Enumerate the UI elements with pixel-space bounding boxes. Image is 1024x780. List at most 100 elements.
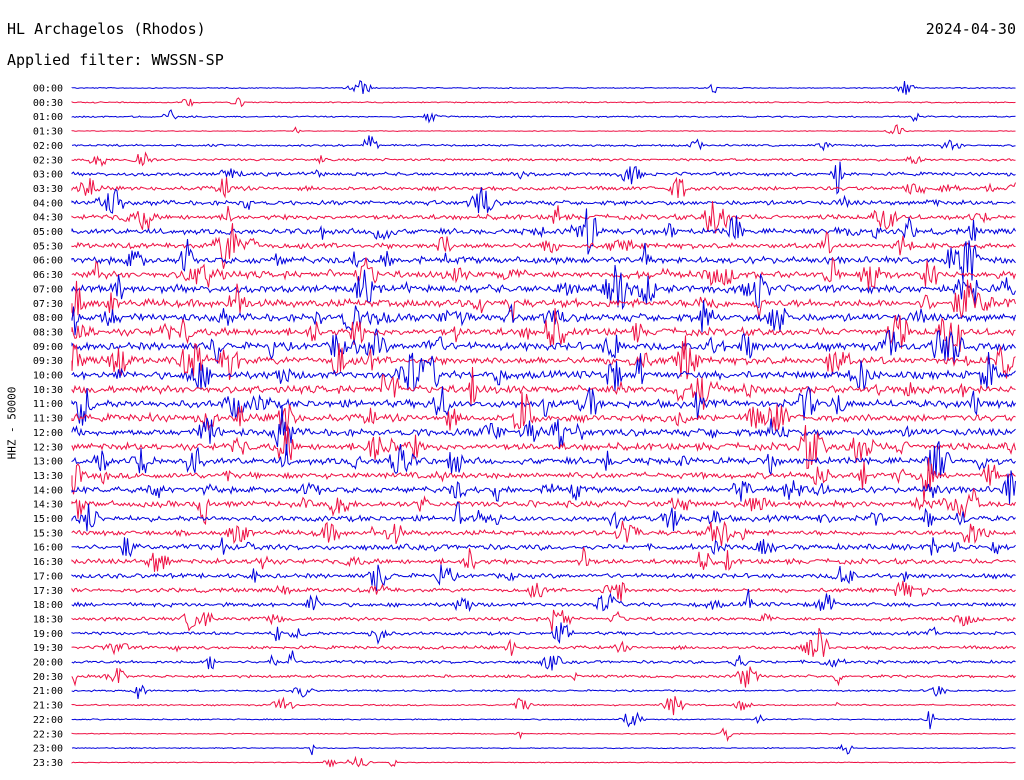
row-time-label: 14:30 [33,500,63,511]
seismic-trace [71,335,1016,381]
row-time-label: 15:00 [33,514,63,525]
row-time-label: 20:00 [33,658,63,669]
row-time-label: 02:00 [33,141,63,152]
row-time-label: 22:00 [33,715,63,726]
seismic-trace [71,520,1016,546]
seismic-trace [71,187,1016,214]
row-time-label: 01:30 [33,127,63,138]
row-time-label: 04:00 [33,198,63,209]
row-time-label: 01:00 [33,112,63,123]
row-time-label: 11:30 [33,414,63,425]
seismic-trace [71,425,1016,470]
seismic-trace [71,696,1016,716]
seismic-trace [71,151,1016,167]
seismic-trace [71,501,1016,532]
seismic-trace [71,386,1016,426]
seismic-trace [71,208,1016,255]
seismic-trace [71,547,1016,572]
row-time-label: 09:00 [33,342,63,353]
date-label: 2024-04-30 [925,20,1016,38]
seismic-trace [71,392,1016,432]
row-time-label: 02:30 [33,155,63,166]
row-time-label: 18:30 [33,614,63,625]
row-time-label: 08:00 [33,313,63,324]
seismic-trace [71,564,1016,592]
row-time-label: 08:30 [33,327,63,338]
seismic-trace [71,176,1016,199]
seismic-trace [71,487,1016,526]
seismic-trace [71,97,1016,108]
seismic-trace [71,727,1016,742]
row-time-label: 07:00 [33,284,63,295]
seismic-trace [71,441,1016,479]
row-time-label: 17:00 [33,571,63,582]
row-time-label: 07:30 [33,299,63,310]
seismic-trace [71,743,1016,756]
row-time-label: 13:00 [33,457,63,468]
seismic-trace [71,279,1016,323]
seismic-trace [71,537,1016,558]
row-time-label: 21:30 [33,701,63,712]
seismic-trace [71,300,1016,336]
seismic-trace [71,627,1016,657]
row-time-label: 22:30 [33,729,63,740]
seismic-trace [71,200,1016,234]
seismic-trace [71,622,1016,645]
seismic-trace [71,457,1016,502]
seismic-trace [71,308,1016,354]
seismic-trace [71,135,1016,152]
seismic-trace [71,588,1016,613]
row-time-label: 10:00 [33,371,63,382]
seismic-trace [71,405,1016,456]
row-time-label: 15:30 [33,528,63,539]
seismic-trace [71,161,1016,195]
seismic-trace [71,328,1016,365]
row-time-label: 21:00 [33,686,63,697]
row-time-label: 00:30 [33,98,63,109]
seismic-trace [71,223,1016,269]
seismic-trace [71,351,1016,392]
row-time-label: 16:30 [33,557,63,568]
seismic-trace [71,609,1016,632]
row-time-label: 06:30 [33,270,63,281]
row-time-label: 04:30 [33,213,63,224]
seismic-trace [71,109,1016,124]
seismic-trace [71,580,1016,602]
station-title: HL Archagelos (Rhodos) [7,20,206,38]
row-time-label: 05:30 [33,241,63,252]
row-time-label: 16:00 [33,543,63,554]
seismic-trace [71,711,1016,730]
row-time-label: 19:00 [33,629,63,640]
seismic-trace [71,684,1016,699]
row-time-label: 18:00 [33,600,63,611]
row-time-label: 00:00 [33,84,63,95]
row-time-label: 12:30 [33,442,63,453]
filter-label: Applied filter: WWSSN-SP [7,51,224,69]
row-time-label: 23:00 [33,744,63,755]
row-time-label: 05:00 [33,227,63,238]
row-time-label: 03:30 [33,184,63,195]
row-time-label: 03:00 [33,170,63,181]
seismic-trace [71,80,1016,95]
row-time-label: 13:30 [33,471,63,482]
seismic-trace [71,264,1016,311]
row-time-label: 14:00 [33,485,63,496]
row-time-label: 06:00 [33,256,63,267]
row-time-label: 11:00 [33,399,63,410]
seismic-trace [71,124,1016,135]
row-time-label: 17:30 [33,586,63,597]
seismic-trace [71,666,1016,688]
row-time-label: 23:30 [33,758,63,769]
row-time-label: 10:30 [33,385,63,396]
seismic-trace [71,366,1016,410]
seismic-trace [71,239,1016,282]
seismic-trace [71,650,1016,671]
seismic-trace [71,256,1016,290]
seismic-trace [71,755,1016,768]
row-time-label: 09:30 [33,356,63,367]
row-time-label: 20:30 [33,672,63,683]
row-time-label: 12:00 [33,428,63,439]
seismic-trace [71,470,1016,504]
row-time-label: 19:30 [33,643,63,654]
